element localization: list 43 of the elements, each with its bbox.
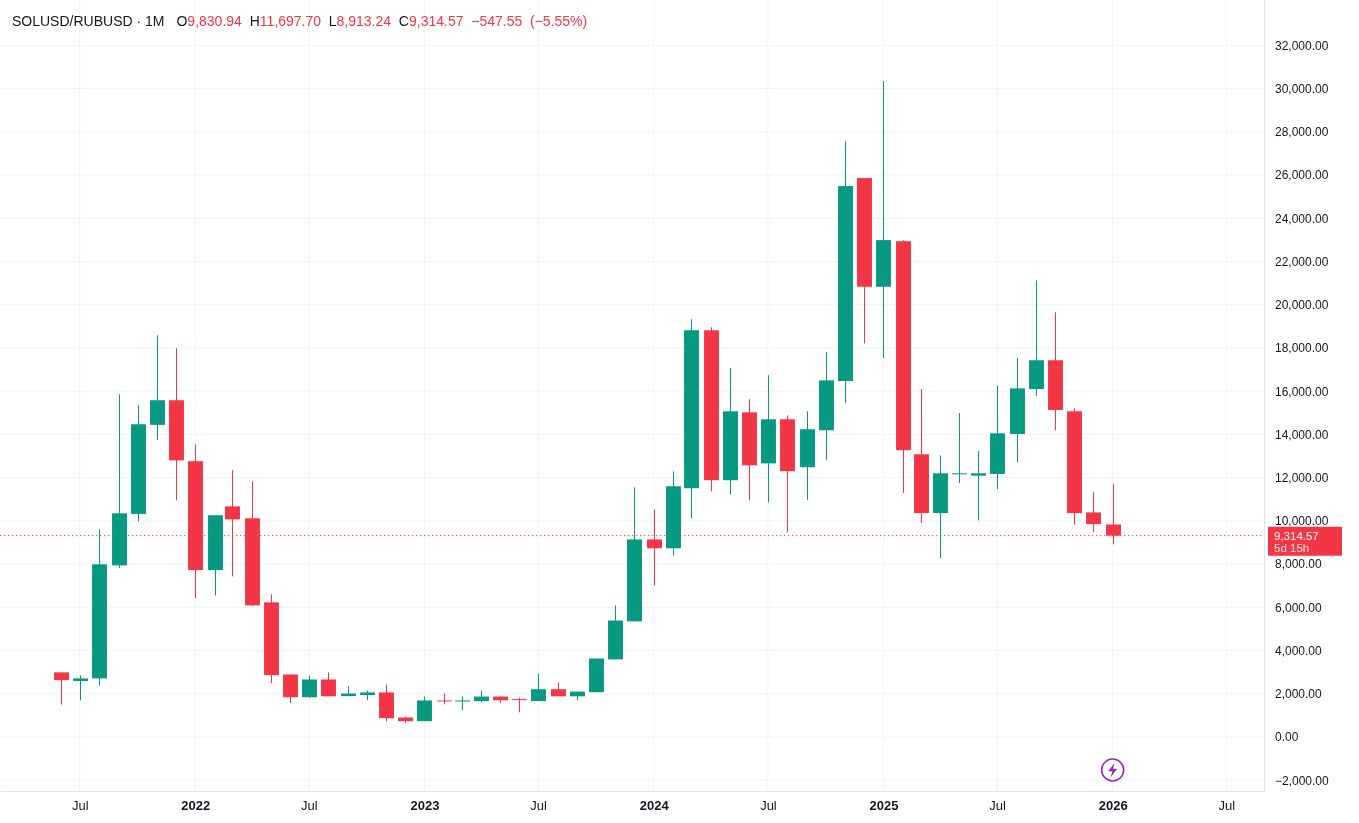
x-tick-label: Jul [71, 798, 89, 814]
x-tick-label: 2024 [639, 798, 670, 814]
y-tick-label: 30,000.00 [1275, 81, 1329, 96]
text: SOLUSD/RUBUSD · 1M [12, 13, 165, 29]
x-tick-label: 2026 [1098, 798, 1128, 814]
candlestick [283, 674, 298, 704]
y-tick-label: 24,000.00 [1275, 211, 1329, 226]
y-tick-label: 0.00 [1275, 730, 1299, 745]
candlestick [952, 412, 967, 484]
candlestick [417, 696, 432, 722]
candlestick [225, 469, 240, 577]
x-tick-label: Jul [530, 798, 548, 814]
text: O9,830.94 H11,697.70 L8,913.24 C9,314.57 −547.55 (−5.55%) [176, 13, 588, 29]
candlestick [531, 672, 546, 702]
y-tick-label: 32,000.00 [1275, 38, 1329, 53]
y-tick-label: 22,000.00 [1275, 254, 1329, 269]
x-tick-label: 2022 [181, 798, 211, 814]
candlestick [302, 674, 317, 699]
y-tick-label: 20,000.00 [1275, 298, 1329, 313]
x-tick-label: Jul [301, 798, 318, 814]
candlestick [73, 674, 88, 701]
y-tick-label: 6,000.00 [1275, 600, 1323, 615]
candlestick [1086, 491, 1101, 533]
ref-line-label: 9,314.57 [1274, 529, 1319, 542]
text: 5d 15h [1274, 542, 1310, 555]
y-tick-label: 12,000.00 [1275, 470, 1329, 485]
y-tick-label: 8,000.00 [1275, 557, 1323, 572]
y-tick-label: 18,000.00 [1275, 341, 1329, 356]
x-tick-label: Jul [760, 798, 777, 814]
y-tick-label: 4,000.00 [1275, 643, 1323, 658]
candlestick [54, 671, 69, 706]
y-tick-label: 10,000.00 [1275, 514, 1329, 529]
y-tick-label: 16,000.00 [1275, 384, 1329, 399]
y-tick-label: −2,000.00 [1275, 773, 1330, 788]
x-tick-label: Jul [1218, 798, 1236, 814]
x-tick-label: 2025 [869, 798, 899, 814]
y-tick-label: 14,000.00 [1275, 427, 1329, 442]
x-tick-label: Jul [989, 798, 1007, 814]
y-tick-label: 2,000.00 [1275, 687, 1323, 702]
y-tick-label: 26,000.00 [1275, 168, 1329, 183]
x-tick-label: 2023 [410, 798, 440, 814]
y-tick-label: 28,000.00 [1275, 125, 1329, 140]
candlestick [971, 450, 986, 521]
